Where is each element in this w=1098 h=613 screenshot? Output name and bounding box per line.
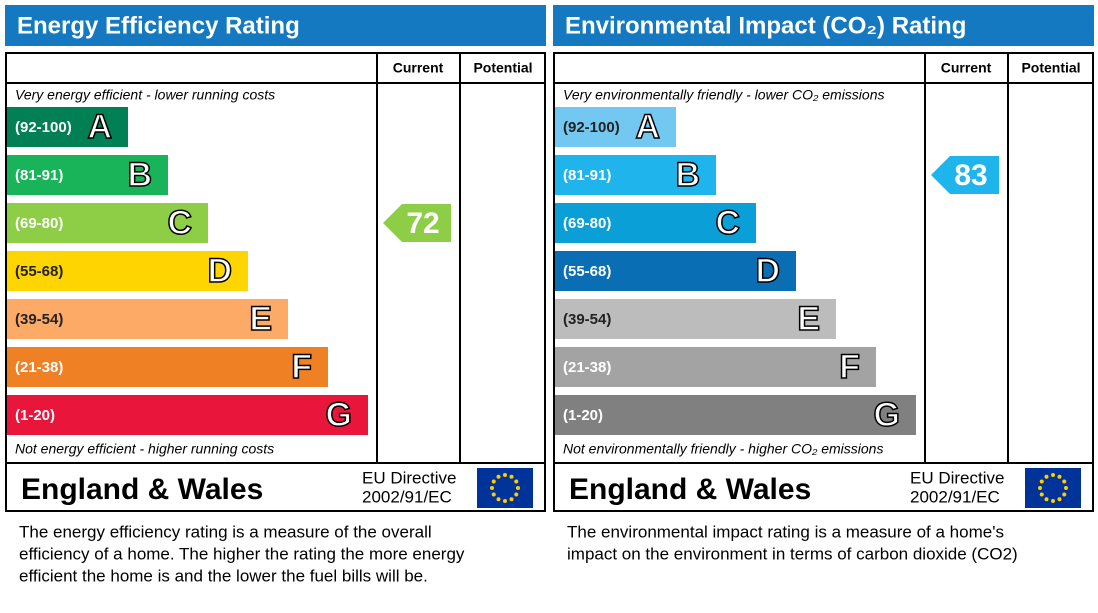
rating-band [7, 107, 128, 147]
band-range: (69-80) [563, 215, 611, 232]
eu-star [1044, 474, 1049, 479]
band-letter: B [675, 156, 700, 194]
panel-title: Environmental Impact (CO₂) Rating [565, 12, 966, 39]
title-bar [5, 5, 546, 46]
eu-star [491, 479, 496, 484]
band-letter: G [326, 396, 352, 434]
band-letter: E [797, 300, 820, 338]
band-letter: A [635, 108, 660, 146]
band-letter: D [207, 252, 232, 290]
rating-band [7, 155, 168, 195]
band-range: (69-80) [15, 215, 63, 232]
rating-band [555, 251, 796, 291]
rating-panel: Environmental Impact (CO₂) Rating Current… [553, 5, 1094, 563]
band-letter: B [127, 156, 152, 194]
directive: EU Directive [362, 468, 456, 487]
band-range: (92-100) [563, 119, 620, 136]
rating-band [7, 347, 328, 387]
band-letter: C [715, 204, 740, 242]
eu-star [503, 473, 507, 477]
eu-star [1064, 486, 1068, 490]
band-letter: F [291, 348, 312, 386]
column-header: Potential [473, 60, 532, 76]
band-letter: A [87, 108, 112, 146]
eu-star [503, 499, 507, 503]
eu-star [1062, 492, 1067, 497]
eu-star [490, 486, 494, 490]
eu-star [496, 474, 501, 479]
eu-star [509, 497, 514, 502]
band-range: (21-38) [563, 359, 611, 376]
eu-star [491, 492, 496, 497]
band-letter: C [167, 204, 192, 242]
bottom-note: Not energy efficient - higher running co… [15, 441, 274, 457]
column-header: Current [393, 60, 444, 76]
rating-band [555, 395, 916, 435]
eu-star [1039, 492, 1044, 497]
band-range: (81-91) [15, 167, 63, 184]
band-letter: F [839, 348, 860, 386]
eu-star [1057, 497, 1062, 502]
region: England & Wales [569, 473, 811, 506]
band-letter: G [874, 396, 900, 434]
current-rating-value: 83 [954, 159, 987, 192]
description: impact on the environment in terms of ca… [567, 544, 1018, 563]
description: efficient the home is and the lower the … [19, 566, 428, 585]
current-rating-arrow [931, 156, 999, 194]
band-range: (81-91) [563, 167, 611, 184]
rating-band [7, 395, 368, 435]
bottom-note: Not environmentally friendly - higher CO… [563, 441, 883, 457]
eu-star [516, 486, 520, 490]
description: efficiency of a home. The higher the rat… [19, 544, 465, 563]
column-header: Current [941, 60, 992, 76]
region: England & Wales [21, 473, 263, 506]
directive: EU Directive [910, 468, 1004, 487]
eu-star [514, 492, 519, 497]
band-range: (55-68) [563, 263, 611, 280]
band-range: (39-54) [15, 311, 63, 328]
band-letter: E [249, 300, 272, 338]
rating-band [7, 299, 288, 339]
band-range: (55-68) [15, 263, 63, 280]
current-rating-value: 72 [406, 207, 439, 240]
eu-star [509, 474, 514, 479]
band-range: (21-38) [15, 359, 63, 376]
eu-star [1044, 497, 1049, 502]
description: The environmental impact rating is a mea… [567, 522, 1004, 541]
eu-star [1039, 479, 1044, 484]
top-note: Very energy efficient - lower running co… [15, 87, 275, 103]
band-letter: D [755, 252, 780, 290]
directive: 2002/91/EC [362, 487, 452, 506]
band-range: (1-20) [563, 407, 603, 424]
rating-band [7, 251, 248, 291]
current-rating-arrow [383, 204, 451, 242]
top-note: Very environmentally friendly - lower CO… [563, 87, 884, 103]
eu-star [1038, 486, 1042, 490]
eu-star [1051, 473, 1055, 477]
chart-box [5, 52, 546, 512]
rating-band [555, 107, 676, 147]
eu-star [1051, 499, 1055, 503]
eu-star [514, 479, 519, 484]
chart-box [553, 52, 1094, 512]
rating-band [7, 203, 208, 243]
rating-panel: Energy Efficiency Rating Current Potential… [5, 5, 546, 585]
band-range: (92-100) [15, 119, 72, 136]
panel-title: Energy Efficiency Rating [17, 12, 300, 39]
band-range: (39-54) [563, 311, 611, 328]
rating-band [555, 347, 876, 387]
eu-star [1062, 479, 1067, 484]
eu-star [496, 497, 501, 502]
rating-band [555, 155, 716, 195]
directive: 2002/91/EC [910, 487, 1000, 506]
eu-star [1057, 474, 1062, 479]
title-bar [553, 5, 1094, 46]
column-header: Potential [1021, 60, 1080, 76]
description: The energy efficiency rating is a measur… [19, 522, 432, 541]
rating-band [555, 299, 836, 339]
rating-band [555, 203, 756, 243]
band-range: (1-20) [15, 407, 55, 424]
